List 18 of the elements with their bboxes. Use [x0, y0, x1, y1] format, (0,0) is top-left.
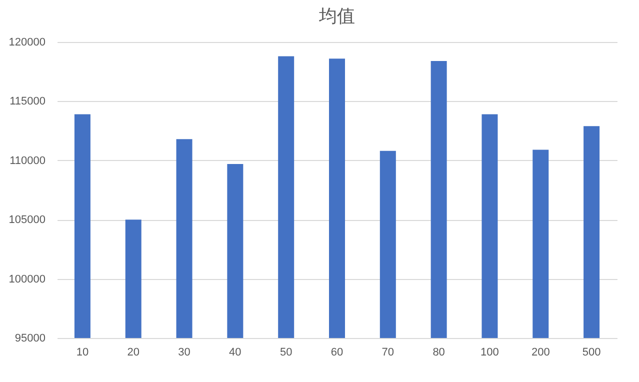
x-tick-label: 200 — [531, 346, 550, 358]
x-tick-label: 30 — [178, 346, 190, 358]
x-tick-label: 40 — [229, 346, 242, 358]
x-tick-label: 70 — [382, 346, 394, 358]
x-tick-label: 50 — [280, 346, 292, 358]
x-tick-label: 80 — [432, 346, 445, 358]
x-tick-label: 100 — [480, 346, 499, 358]
y-tick-label: 115000 — [10, 96, 46, 108]
chart-title: 均值 — [318, 6, 355, 27]
y-tick-label: 105000 — [8, 214, 46, 226]
x-tick-label: 10 — [76, 346, 89, 358]
y-tick-label: 120000 — [8, 36, 46, 48]
x-tick-label: 60 — [330, 346, 344, 358]
x-tick-label: 20 — [127, 346, 140, 358]
x-tick-label: 500 — [582, 346, 601, 358]
y-tick-label: 110000 — [10, 154, 46, 167]
y-tick-label: 100000 — [8, 273, 46, 286]
y-tick-label: 95000 — [14, 332, 46, 344]
